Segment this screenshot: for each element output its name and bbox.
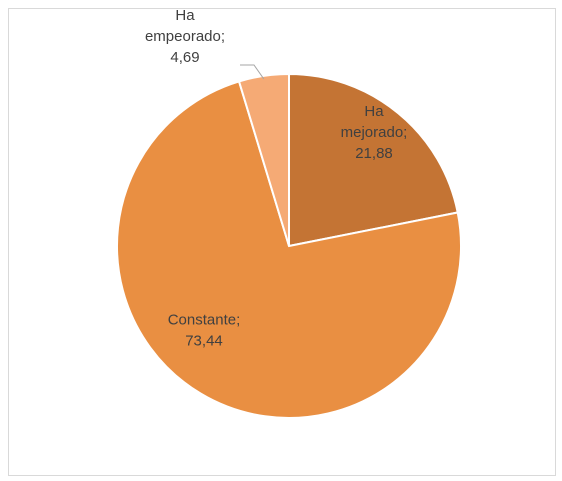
data-label-line: 21,88 bbox=[355, 145, 393, 162]
data-label-3: Ha empeorado; 4,69 bbox=[145, 7, 225, 66]
data-label-line: Ha bbox=[364, 103, 384, 120]
data-label-line: Constante; bbox=[168, 312, 241, 329]
data-label-line: Ha bbox=[175, 7, 195, 24]
pie-slice-3 bbox=[237, 72, 290, 247]
leader-lines bbox=[240, 64, 265, 80]
data-label-1: Ha mejorado; 21,88 bbox=[341, 103, 408, 162]
data-labels: Ha mejorado; 21,88 Constante; 73,44 Ha empeora… bbox=[145, 7, 407, 350]
data-label-line: empeorado; bbox=[145, 28, 225, 45]
pie-slice-1 bbox=[288, 72, 459, 248]
data-label-line: 73,44 bbox=[185, 333, 223, 350]
data-label-line: mejorado; bbox=[341, 124, 408, 141]
pie-slice-2 bbox=[116, 80, 462, 419]
pie-slices bbox=[116, 72, 462, 419]
data-label-2: Constante; 73,44 bbox=[168, 312, 241, 350]
leader-line-empeorado bbox=[240, 64, 265, 80]
data-label-line: 4,69 bbox=[170, 49, 199, 66]
